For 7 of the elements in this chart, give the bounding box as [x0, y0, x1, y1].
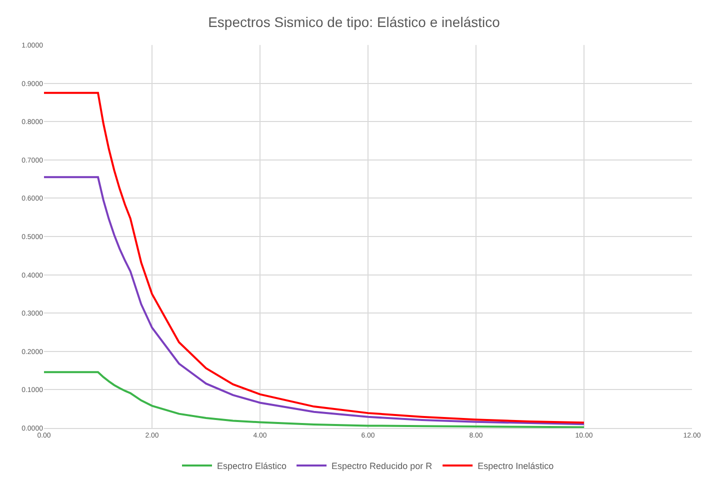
legend-label: Espectro Reducido por R: [332, 460, 433, 471]
line-series: [44, 371, 585, 428]
legend-label: Espectro Elástico: [217, 460, 287, 471]
line-series: [44, 176, 585, 426]
line-series: [44, 92, 585, 424]
chart-title: Espectros Sismico de tipo: Elástico e inelástico: [208, 14, 500, 30]
legend-label: Espectro Inelástico: [478, 460, 554, 471]
